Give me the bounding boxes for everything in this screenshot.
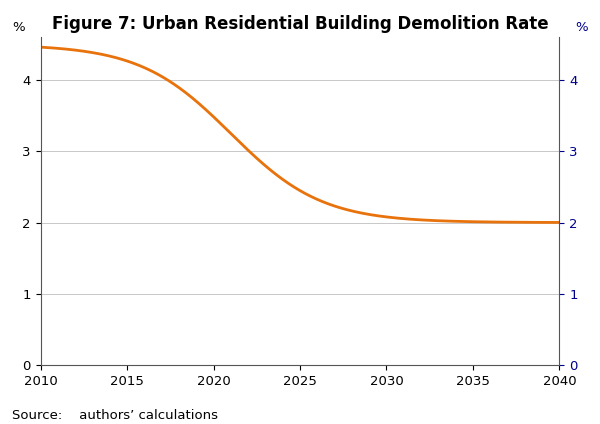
Text: Source:    authors’ calculations: Source: authors’ calculations xyxy=(12,409,218,422)
Text: %: % xyxy=(575,21,588,34)
Title: Figure 7: Urban Residential Building Demolition Rate: Figure 7: Urban Residential Building Dem… xyxy=(52,15,548,33)
Text: %: % xyxy=(12,21,25,34)
